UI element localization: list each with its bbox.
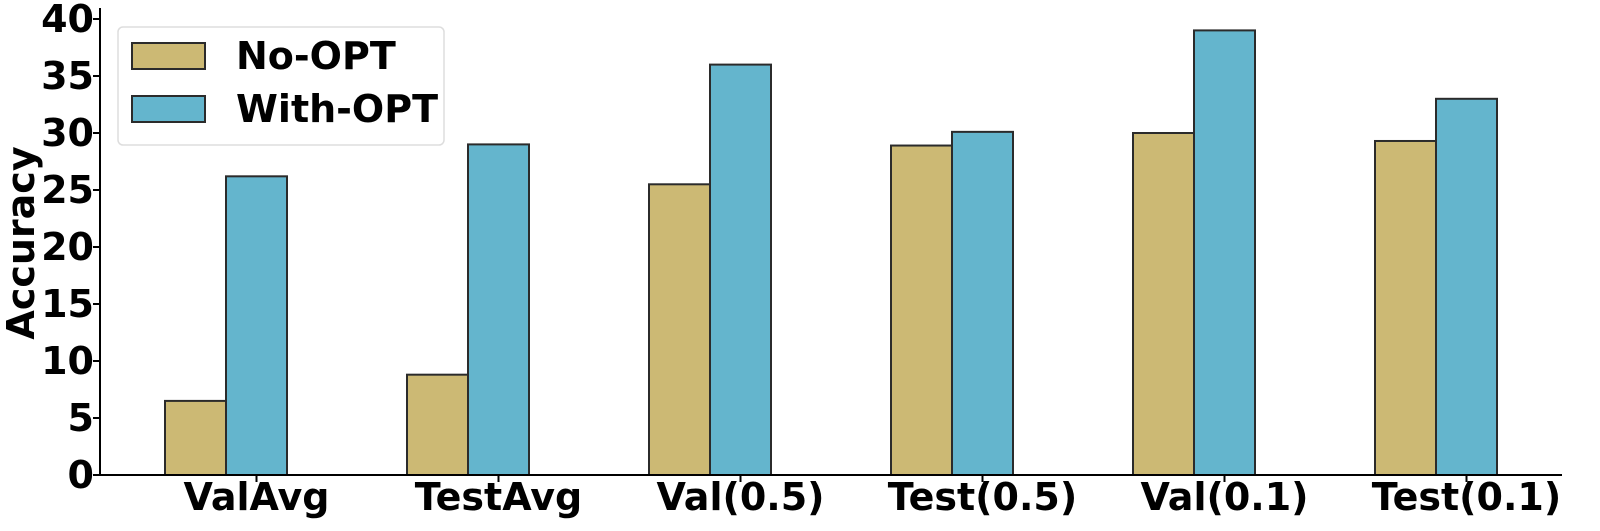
x-tick-label-4: Test(0.5) — [888, 475, 1077, 519]
bar-with-opt-1 — [225, 175, 288, 476]
y-tick-label-35: 35 — [41, 54, 94, 98]
ticks-layer: 0 5 10 15 20 25 30 35 40 — [41, 0, 100, 497]
bar-no-opt-1 — [164, 399, 227, 476]
bars-layer — [164, 29, 1498, 477]
y-axis-label: Accuracy — [0, 146, 43, 339]
bar-no-opt-3 — [648, 183, 711, 477]
legend-label-no-opt: No-OPT — [236, 34, 396, 78]
y-tick-label-40: 40 — [41, 0, 94, 41]
bar-no-opt-6 — [1374, 139, 1437, 476]
x-tick-label-1: ValAvg — [183, 475, 329, 519]
category-labels: ValAvg TestAvg Val(0.5) Test(0.5) Val(0.1) Te… — [183, 475, 1561, 519]
axes-layer — [99, 8, 1562, 476]
bar-with-opt-3 — [709, 63, 772, 476]
bar-with-opt-2 — [467, 143, 530, 476]
y-tick-label-15: 15 — [41, 282, 94, 326]
legend-label-with-opt: With-OPT — [236, 87, 438, 131]
y-tick-label-0: 0 — [68, 453, 94, 497]
y-tick-label-5: 5 — [68, 396, 94, 440]
x-tick-label-6: Test(0.1) — [1372, 475, 1561, 519]
bar-no-opt-5 — [1132, 132, 1195, 476]
legend: No-OPT With-OPT — [117, 26, 445, 146]
y-tick-label-25: 25 — [41, 168, 94, 212]
bar-no-opt-4 — [890, 144, 953, 476]
y-tick-label-20: 20 — [41, 225, 94, 269]
bar-with-opt-6 — [1435, 97, 1498, 477]
x-tick-label-3: Val(0.5) — [656, 475, 824, 519]
x-tick-label-5: Val(0.1) — [1140, 475, 1308, 519]
y-tick-label-30: 30 — [41, 111, 94, 155]
y-tick-label-10: 10 — [41, 339, 94, 383]
x-tick-label-2: TestAvg — [415, 475, 582, 519]
bar-with-opt-5 — [1193, 29, 1256, 477]
legend-swatch-no-opt — [131, 42, 206, 70]
bar-no-opt-2 — [406, 373, 469, 476]
bar-with-opt-4 — [951, 130, 1014, 477]
legend-swatch-with-opt — [131, 95, 206, 123]
